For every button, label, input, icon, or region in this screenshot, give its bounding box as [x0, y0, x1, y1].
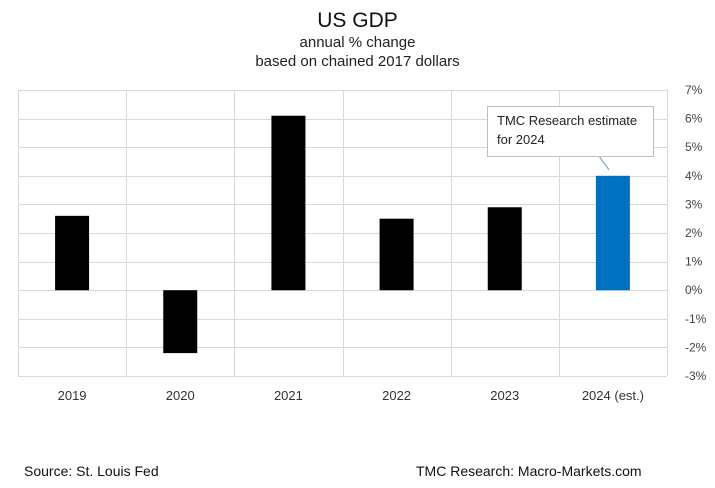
x-tick-label: 2019 [58, 388, 87, 403]
y-tick-label: -2% [685, 340, 707, 354]
y-tick-label: 3% [685, 197, 703, 211]
bar-2019 [55, 215, 90, 291]
chart-subtitle-line-1: annual % change [299, 34, 416, 52]
x-tick-label: 2024 (est.) [582, 388, 644, 403]
y-tick-label: 4% [685, 169, 703, 183]
x-tick-label: 2020 [166, 388, 195, 403]
chart-title-block: US GDP annual % change based on chained … [0, 8, 715, 72]
credit-note: TMC Research: Macro-Markets.com [416, 463, 642, 479]
annotation-leader-line [598, 155, 610, 171]
bar-2020 [163, 290, 198, 354]
x-tick-label: 2021 [274, 388, 303, 403]
annotation-text-line: TMC Research estimate [497, 113, 637, 128]
chart-subtitle-line-2: based on chained 2017 dollars [255, 53, 460, 70]
y-tick-label: 2% [685, 226, 703, 240]
y-tick-label: 5% [685, 140, 703, 154]
bar-2024-est [595, 175, 630, 291]
bar-2021 [271, 115, 306, 291]
annotation-text-line: for 2024 [497, 132, 545, 147]
y-tick-label: 7% [685, 83, 703, 97]
y-tick-label: 0% [685, 283, 703, 297]
bar-2022 [379, 218, 414, 291]
y-tick-label: 1% [685, 255, 703, 269]
x-tick-label: 2023 [490, 388, 519, 403]
annotation-box [487, 106, 654, 157]
y-tick-label: -1% [685, 312, 707, 326]
bar-2023 [487, 207, 522, 291]
y-tick-label: 6% [685, 112, 703, 126]
source-note: Source: St. Louis Fed [24, 463, 159, 479]
x-tick-label: 2022 [382, 388, 411, 403]
chart-title: US GDP [317, 9, 398, 32]
y-tick-label: -3% [685, 369, 707, 383]
